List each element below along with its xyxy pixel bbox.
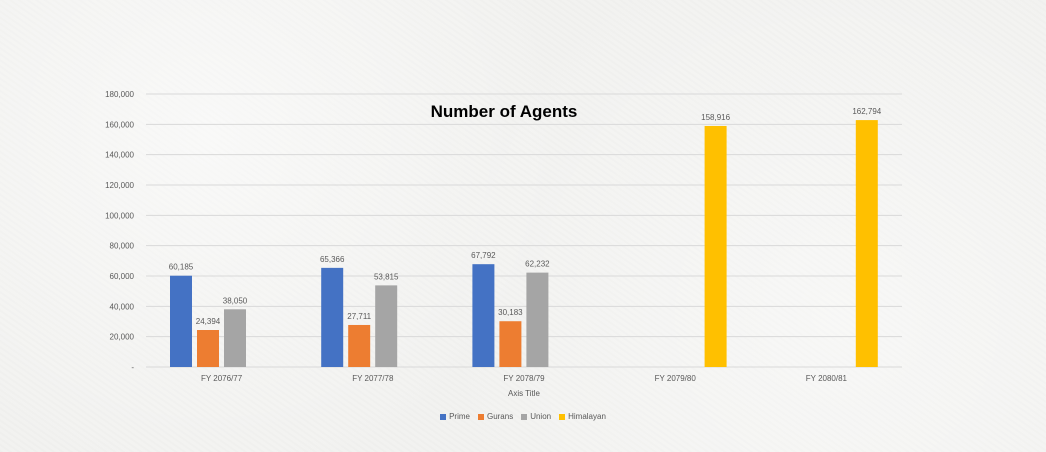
bar-himalayan (855, 120, 878, 367)
bar-prime (472, 264, 495, 367)
legend: Prime Gurans Union Himalayan (0, 412, 1046, 421)
legend-swatch (559, 413, 566, 420)
data-label: 158,916 (701, 113, 730, 122)
x-tick-label: FY 2079/80 (655, 374, 697, 383)
bar-union (526, 272, 549, 367)
y-tick-label: 180,000 (105, 90, 134, 99)
legend-label: Union (530, 412, 552, 421)
y-tick-label: 60,000 (110, 272, 135, 281)
data-label: 38,050 (223, 296, 248, 305)
bars (170, 120, 878, 367)
y-tick-label: 40,000 (110, 302, 135, 311)
data-label: 60,185 (169, 263, 194, 272)
data-label: 24,394 (196, 317, 221, 326)
legend-label: Himalayan (568, 412, 606, 421)
legend-label: Prime (449, 412, 470, 421)
chart-title: Number of Agents (431, 102, 578, 121)
legend-item-himalayan: Himalayan (559, 412, 606, 421)
y-tick-label: 140,000 (105, 151, 134, 160)
bar-gurans (197, 330, 219, 367)
data-label: 30,183 (498, 308, 523, 317)
bar-himalayan (704, 125, 727, 367)
x-tick-label: FY 2078/79 (503, 374, 545, 383)
legend-swatch (521, 413, 528, 420)
y-tick-label: 20,000 (110, 333, 135, 342)
data-label: 67,792 (471, 251, 496, 260)
y-tick-label: 100,000 (105, 211, 134, 220)
data-labels: 60,185 24,394 38,050 65,366 27,711 53,815 67,7… (169, 107, 882, 326)
legend-item-gurans: Gurans (477, 412, 514, 421)
bar-prime (321, 267, 344, 367)
x-tick-label: FY 2076/77 (201, 374, 243, 383)
y-tick-label: 80,000 (110, 242, 135, 251)
x-tick-label: FY 2077/78 (352, 374, 394, 383)
data-label: 62,232 (525, 260, 550, 269)
legend-swatch (477, 413, 484, 420)
bar-union (375, 285, 398, 367)
data-label: 27,711 (347, 312, 371, 321)
bar-gurans (499, 321, 522, 367)
legend-label: Gurans (486, 412, 514, 421)
legend-item-prime: Prime (440, 412, 470, 421)
data-label: 65,366 (320, 255, 345, 264)
y-axis-ticks: - 20,000 40,000 60,000 80,000 100,000 120,000 1… (105, 90, 134, 372)
bar-union (224, 309, 246, 367)
y-tick-label: 160,000 (105, 120, 134, 129)
y-tick-label: 120,000 (105, 181, 134, 190)
legend-swatch (440, 413, 447, 420)
gridlines (146, 93, 902, 368)
bar-gurans (348, 324, 371, 367)
x-axis-title: Axis Title (508, 389, 541, 398)
bar-prime (170, 275, 192, 367)
y-tick-label: - (131, 363, 134, 372)
legend-item-union: Union (521, 412, 551, 421)
data-label: 53,815 (374, 272, 399, 281)
x-axis-ticks: FY 2076/77 FY 2077/78 FY 2078/79 FY 2079/80… (201, 374, 848, 383)
x-tick-label: FY 2080/81 (806, 374, 848, 383)
data-label: 162,794 (852, 107, 881, 116)
